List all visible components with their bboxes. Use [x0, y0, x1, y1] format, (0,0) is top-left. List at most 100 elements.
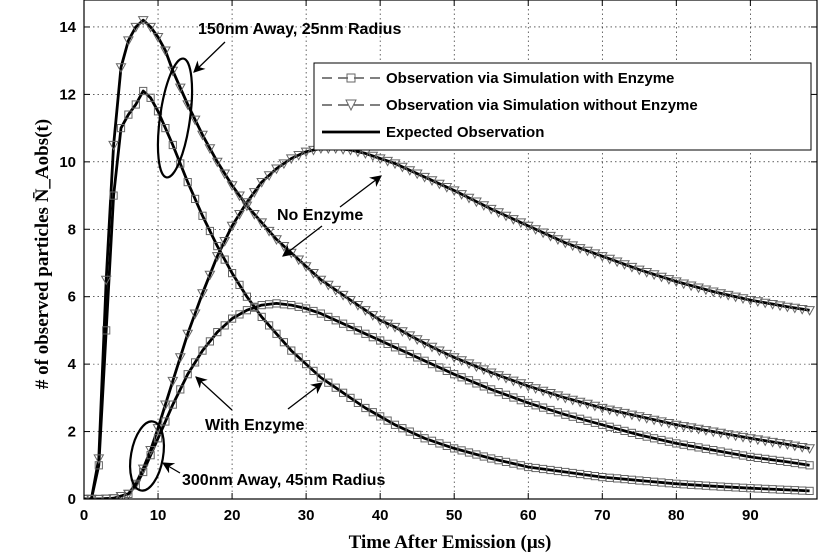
triangle-marker	[226, 181, 238, 192]
triangle-marker	[263, 226, 275, 237]
annotation-with-enzyme: With Enzyme	[205, 417, 305, 434]
square-marker	[220, 255, 229, 264]
legend-triangle-marker-icon	[345, 99, 357, 112]
triangle-marker	[611, 407, 623, 417]
square-marker	[146, 451, 155, 460]
y-tick-label: 12	[59, 86, 76, 103]
square-marker	[183, 370, 192, 379]
square-marker	[242, 292, 252, 301]
square-marker	[146, 93, 155, 102]
triangle-marker	[241, 198, 253, 208]
triangle-marker	[737, 294, 749, 305]
triangle-marker	[211, 252, 223, 262]
legend-label-expected: Expected Observation	[386, 124, 544, 141]
triangle-marker	[545, 231, 556, 242]
triangle-marker	[204, 270, 216, 281]
triangle-marker	[419, 172, 431, 183]
square-marker	[257, 312, 266, 321]
triangle-marker	[322, 280, 334, 291]
triangle-marker	[545, 389, 556, 399]
triangle-marker	[604, 405, 616, 416]
square-marker	[94, 461, 103, 470]
square-marker	[368, 408, 377, 417]
arrow-no-enzyme-top	[339, 175, 382, 208]
highlight-ellipse-150nm	[156, 57, 194, 179]
square-marker	[102, 326, 111, 335]
triangle-marker	[774, 439, 786, 449]
triangle-marker	[256, 218, 268, 229]
triangle-marker	[367, 311, 379, 321]
square-marker	[191, 358, 200, 367]
triangle-marker	[485, 204, 497, 215]
square-marker	[361, 403, 370, 413]
square-marker	[124, 110, 133, 119]
x-tick-label: 20	[224, 507, 241, 524]
triangle-marker	[707, 427, 719, 438]
square-marker	[383, 416, 392, 425]
triangle-marker	[470, 197, 482, 208]
triangle-marker	[433, 179, 445, 190]
triangle-marker	[448, 353, 460, 364]
triangle-marker	[478, 201, 490, 211]
triangle-marker	[759, 298, 771, 309]
triangle-marker	[567, 241, 579, 252]
triangle-marker	[182, 329, 194, 340]
x-tick-label: 80	[668, 507, 685, 524]
x-tick-label: 70	[594, 507, 611, 524]
square-marker	[294, 353, 303, 362]
triangle-marker	[656, 272, 667, 283]
triangle-marker	[248, 188, 260, 198]
triangle-marker	[100, 494, 112, 499]
square-marker	[139, 86, 148, 96]
triangle-marker	[234, 210, 245, 220]
triangle-marker	[633, 412, 645, 423]
triangle-marker	[493, 371, 505, 381]
triangle-marker	[552, 391, 564, 402]
square-marker	[198, 346, 207, 355]
square-marker	[235, 310, 244, 319]
triangle-marker	[352, 301, 364, 311]
triangle-marker	[559, 393, 571, 404]
triangle-marker	[234, 191, 245, 202]
y-tick-label: 14	[59, 19, 76, 36]
triangle-marker	[582, 399, 593, 410]
triangle-marker	[256, 178, 268, 188]
triangle-marker	[500, 211, 512, 222]
triangle-marker	[219, 237, 231, 247]
triangle-marker	[448, 186, 460, 197]
triangle-marker	[115, 492, 127, 499]
triangle-marker	[189, 115, 201, 126]
triangle-marker	[774, 301, 786, 312]
triangle-marker	[596, 403, 608, 414]
triangle-marker	[626, 410, 638, 421]
triangle-marker	[419, 339, 431, 349]
triangle-marker	[515, 379, 527, 390]
legend-entry-with-enzyme: Observation via Simulation with Enzyme	[322, 70, 674, 87]
triangle-marker	[167, 376, 179, 387]
triangle-marker	[219, 169, 231, 180]
triangle-marker	[715, 289, 727, 299]
triangle-marker	[693, 283, 704, 294]
triangle-marker	[300, 262, 312, 273]
triangle-marker	[478, 365, 490, 376]
x-tick-label: 50	[446, 507, 463, 524]
triangle-marker	[411, 335, 423, 346]
triangle-marker	[789, 441, 801, 452]
x-tick-label: 90	[742, 507, 759, 524]
square-marker	[309, 366, 318, 375]
triangle-marker	[189, 309, 201, 320]
triangle-marker	[159, 46, 171, 57]
triangle-marker	[663, 275, 675, 285]
triangle-marker	[115, 63, 127, 74]
triangle-marker	[374, 154, 386, 165]
square-marker	[235, 280, 244, 289]
square-marker	[805, 486, 814, 495]
triangle-marker	[670, 277, 682, 288]
annotation-no-enzyme: No Enzyme	[277, 207, 363, 224]
triangle-marker	[263, 171, 275, 181]
square-marker	[346, 393, 355, 402]
triangle-marker	[707, 287, 719, 298]
triangle-marker	[789, 303, 801, 314]
triangle-marker	[730, 431, 742, 442]
triangle-marker	[174, 83, 186, 94]
